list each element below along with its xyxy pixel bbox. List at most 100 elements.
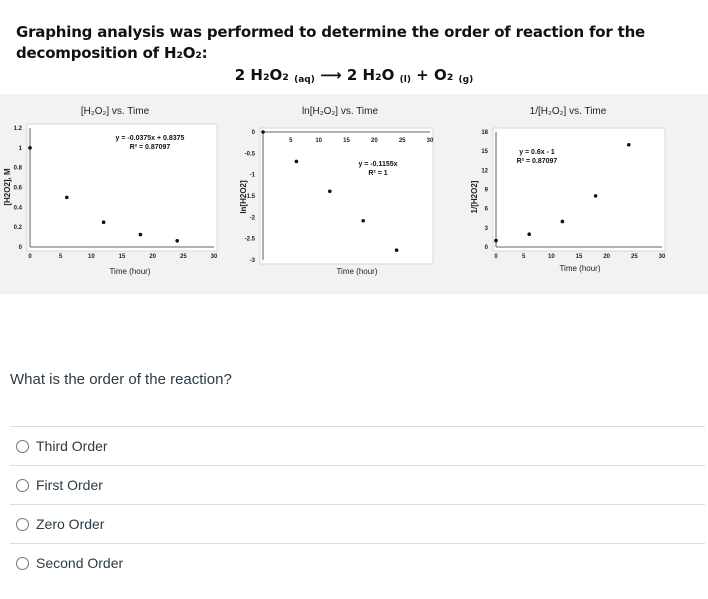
answer-option-zero-order[interactable]: Zero Order bbox=[10, 504, 705, 543]
chart2-r-squared: R² = 1 bbox=[368, 170, 387, 177]
chart2-data-point bbox=[294, 159, 299, 164]
radio-button[interactable] bbox=[16, 556, 29, 570]
chart1-x-tick-label: 30 bbox=[211, 254, 218, 260]
chart1-x-axis-label: Time (hour) bbox=[109, 267, 150, 276]
chart2-x-axis-label: Time (hour) bbox=[336, 267, 377, 276]
chart3-x-tick-label: 20 bbox=[603, 254, 610, 260]
chart1-x-tick-label: 5 bbox=[59, 254, 63, 260]
chart3-data-point bbox=[494, 238, 498, 243]
chart3-title: 1/[H₂O₂] vs. Time bbox=[530, 106, 607, 117]
chart2-data-point bbox=[361, 218, 366, 223]
chart3-y-tick-label: 6 bbox=[485, 207, 489, 213]
chart1-y-axis-label: [H2O2], M bbox=[3, 168, 12, 206]
chart3-x-tick-label: 15 bbox=[576, 254, 583, 260]
answer-option-second-order[interactable]: Second Order bbox=[10, 543, 705, 583]
chart1-y-tick-label: 0.6 bbox=[14, 186, 23, 192]
eq-arrow: ⟶ bbox=[320, 66, 342, 84]
answer-label: Third Order bbox=[36, 438, 108, 454]
answer-label: First Order bbox=[36, 477, 103, 493]
eq-product2: O₂ bbox=[433, 66, 454, 84]
graphs-image: [H₂O₂] vs. Time 0 0.2 0.4 0.6 0.8 1 1.2 0 5 10 15 20… bbox=[0, 94, 708, 294]
chart2-y-tick-label: -2.5 bbox=[245, 237, 256, 243]
radio-button[interactable] bbox=[16, 517, 29, 531]
chart2-y-tick-label: -3 bbox=[250, 258, 256, 264]
chart1-data-point bbox=[101, 220, 106, 225]
radio-button[interactable] bbox=[16, 439, 29, 453]
chart2-data-point bbox=[261, 130, 265, 134]
eq-reactant: 2 H₂O₂ bbox=[234, 66, 289, 84]
chart2-y-tick-label: -1 bbox=[250, 173, 256, 179]
answer-list: Third Order First Order Zero Order Secon… bbox=[10, 426, 705, 583]
chart2-y-tick-label: -0.5 bbox=[245, 151, 256, 157]
chart3-x-tick-label: 30 bbox=[659, 254, 666, 260]
graphs-svg: [H₂O₂] vs. Time 0 0.2 0.4 0.6 0.8 1 1.2 0 5 10 15 20… bbox=[3, 106, 666, 276]
eq-reactant-state: (aq) bbox=[294, 75, 315, 85]
chart1-y-tick-label: 1 bbox=[19, 146, 23, 152]
chart2-x-tick-label: 20 bbox=[371, 138, 378, 144]
question-prompt: What is the order of the reaction? bbox=[10, 371, 232, 388]
chart3-plot-area bbox=[492, 127, 666, 252]
chart1-plot-area bbox=[26, 123, 218, 252]
chart3-y-tick-label: 9 bbox=[485, 188, 489, 194]
chart3-r-squared: R² = 0.87097 bbox=[517, 158, 558, 165]
chart1-x-tick-label: 15 bbox=[119, 254, 126, 260]
chart3-trendline-equation: y = 0.6x - 1 bbox=[519, 149, 555, 156]
question-text: Graphing analysis was performed to deter… bbox=[16, 23, 646, 62]
chart3-y-tick-label: 3 bbox=[485, 226, 489, 232]
chart1-y-tick-label: 0 bbox=[19, 245, 23, 251]
chart2-trendline-equation: y = -0.1155x bbox=[358, 161, 397, 168]
answer-option-third-order[interactable]: Third Order bbox=[10, 426, 705, 465]
chart1-trendline-equation: y = -0.0375x + 0.8375 bbox=[116, 135, 185, 142]
chart2-y-tick-label: 0 bbox=[252, 130, 256, 136]
chart1-y-tick-label: 0.2 bbox=[14, 225, 23, 231]
chart3-x-tick-label: 10 bbox=[548, 254, 555, 260]
chart3-data-point bbox=[627, 142, 631, 147]
chart2-data-point bbox=[394, 248, 399, 252]
chart3-data-point bbox=[560, 219, 565, 224]
chart2-x-tick-label: 5 bbox=[289, 138, 293, 144]
chart1-x-tick-label: 0 bbox=[28, 254, 32, 260]
chart3-data-point bbox=[593, 194, 598, 198]
chart3-data-point bbox=[527, 232, 531, 237]
chart1-y-tick-label: 0.8 bbox=[14, 166, 23, 172]
chart3-x-axis-label: Time (hour) bbox=[559, 264, 600, 273]
chart3-y-tick-label: 18 bbox=[481, 130, 488, 136]
eq-product2-state: (g) bbox=[458, 75, 474, 85]
chart1-title: [H₂O₂] vs. Time bbox=[81, 106, 150, 117]
eq-product1-state: (l) bbox=[399, 75, 411, 85]
chart1-x-tick-label: 10 bbox=[88, 254, 95, 260]
chart2-x-tick-label: 15 bbox=[343, 138, 350, 144]
chart2-plot-area bbox=[259, 127, 434, 265]
chart3-x-tick-label: 5 bbox=[522, 254, 526, 260]
chart3-y-tick-label: 0 bbox=[485, 245, 489, 251]
chart2-y-tick-label: -2 bbox=[250, 215, 256, 221]
chart1-y-tick-label: 1.2 bbox=[14, 126, 23, 132]
chart3-y-axis-label: 1/[H2O2] bbox=[470, 180, 479, 213]
chart2-x-tick-label: 30 bbox=[427, 138, 434, 144]
reaction-equation: 2 H₂O₂ (aq) ⟶ 2 H₂O (l) + O₂ (g) bbox=[0, 66, 708, 85]
chart1-data-point bbox=[138, 232, 143, 237]
eq-plus: + bbox=[416, 66, 429, 84]
chart1-data-point bbox=[28, 146, 32, 150]
chart3-y-tick-label: 15 bbox=[481, 149, 488, 155]
chart1-y-tick-label: 0.4 bbox=[14, 205, 23, 211]
eq-product1: 2 H₂O bbox=[346, 66, 395, 84]
chart3-x-tick-label: 0 bbox=[494, 254, 498, 260]
chart2-data-point bbox=[328, 189, 332, 194]
chart3-y-tick-label: 12 bbox=[481, 168, 488, 174]
chart1-data-point bbox=[175, 239, 179, 243]
answer-label: Second Order bbox=[36, 555, 124, 571]
chart1-x-tick-label: 20 bbox=[149, 254, 156, 260]
chart2-x-tick-label: 10 bbox=[315, 138, 322, 144]
chart2-x-tick-label: 25 bbox=[399, 138, 406, 144]
radio-button[interactable] bbox=[16, 478, 29, 492]
chart1-r-squared: R² = 0.87097 bbox=[130, 144, 171, 151]
chart2-y-axis-label: ln[H2O2] bbox=[239, 180, 248, 214]
answer-label: Zero Order bbox=[36, 516, 105, 532]
chart3-x-tick-label: 25 bbox=[631, 254, 638, 260]
chart2-y-tick-label: -1.5 bbox=[245, 194, 256, 200]
chart2-title: ln[H₂O₂] vs. Time bbox=[302, 106, 379, 117]
answer-option-first-order[interactable]: First Order bbox=[10, 465, 705, 504]
chart1-data-point bbox=[65, 195, 69, 200]
chart1-x-tick-label: 25 bbox=[180, 254, 187, 260]
